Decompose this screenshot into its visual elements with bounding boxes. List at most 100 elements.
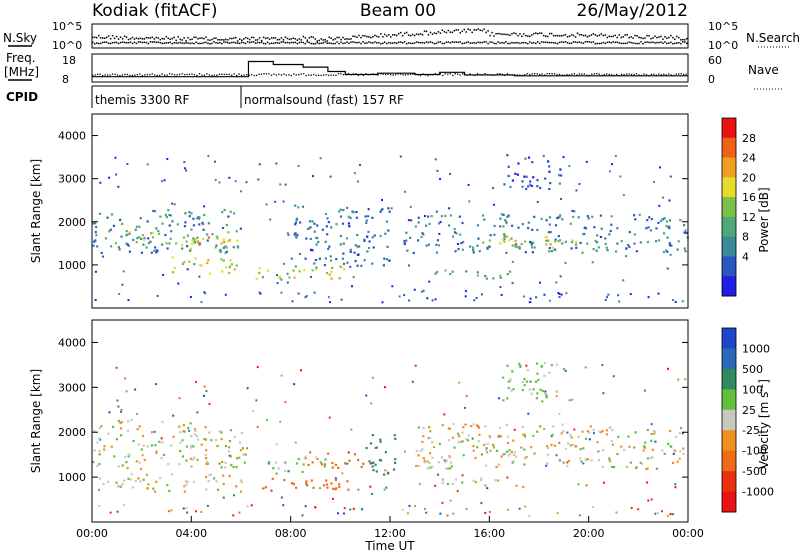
noise-point <box>103 41 106 43</box>
freq-point <box>320 74 322 77</box>
range-gate-cell <box>222 474 225 477</box>
range-gate-cell <box>179 449 182 453</box>
range-gate-cell <box>502 399 505 402</box>
noise-point <box>666 42 668 45</box>
noise-point <box>175 42 177 44</box>
range-gate-cell <box>429 430 432 433</box>
range-gate-cell <box>176 223 179 226</box>
range-gate-cell <box>584 227 588 230</box>
noise-point <box>143 41 146 44</box>
range-gate-cell <box>264 486 267 489</box>
scatter-cell <box>406 512 409 515</box>
range-gate-cell <box>189 247 192 250</box>
range-gate-cell <box>667 442 670 445</box>
noise-point <box>642 42 644 45</box>
range-gate-cell <box>197 241 200 245</box>
scatter-cell <box>204 292 207 295</box>
range-gate-cell <box>239 227 243 230</box>
noise-point <box>199 37 201 40</box>
noise-point <box>181 42 183 44</box>
range-gate-cell <box>489 436 492 439</box>
range-gate-cell <box>616 452 619 456</box>
freq-point <box>566 73 568 76</box>
range-gate-cell <box>351 210 354 213</box>
range-gate-cell <box>207 236 210 239</box>
noise-point <box>648 35 650 37</box>
noise-point <box>439 32 442 34</box>
range-gate-cell <box>417 216 420 219</box>
range-gate-cell <box>405 239 408 242</box>
scatter-cell <box>423 215 426 218</box>
noise-point <box>628 36 630 39</box>
freq-point <box>683 73 685 76</box>
range-gate-cell <box>241 453 245 456</box>
scatter-cell <box>452 423 455 426</box>
scatter-cell <box>265 419 268 422</box>
noise-point <box>366 35 368 38</box>
scatter-cell <box>246 447 249 450</box>
range-gate-cell <box>521 380 524 383</box>
range-gate-cell <box>223 208 226 212</box>
range-gate-cell <box>494 479 497 482</box>
noise-point <box>449 42 452 44</box>
range-gate-cell <box>194 429 197 432</box>
noise-point <box>147 37 150 39</box>
range-gate-cell <box>225 223 228 227</box>
range-gate-cell <box>484 464 488 467</box>
noise-left-tick-low: 10^0 <box>52 39 82 52</box>
noise-point <box>405 31 408 34</box>
scatter-cell <box>301 514 304 517</box>
freq-point <box>144 74 146 76</box>
freq-point <box>141 74 143 77</box>
scatter-cell <box>414 364 417 367</box>
freq-point <box>635 73 638 75</box>
range-gate-cell <box>206 233 209 236</box>
range-gate-cell <box>438 222 441 225</box>
scatter-cell <box>465 508 468 511</box>
range-gate-cell <box>309 226 312 229</box>
scatter-cell <box>439 221 442 224</box>
scatter-cell <box>441 501 444 504</box>
noise-point <box>572 34 575 37</box>
noise-point <box>346 41 348 43</box>
scatter-cell <box>555 395 558 398</box>
range-gate-cell <box>284 461 287 464</box>
range-gate-cell <box>354 259 357 263</box>
scatter-cell <box>340 298 343 301</box>
noise-point <box>535 42 537 45</box>
range-gate-cell <box>447 427 450 430</box>
scatter-cell <box>612 375 615 378</box>
range-gate-cell <box>96 441 99 444</box>
noise-point <box>527 42 529 45</box>
range-gate-cell <box>536 392 539 395</box>
range-gate-cell <box>626 243 630 247</box>
scatter-cell <box>347 451 350 454</box>
scatter-cell <box>177 282 180 285</box>
range-gate-cell <box>309 451 312 454</box>
range-gate-cell <box>481 214 485 217</box>
range-gate-cell <box>92 244 95 247</box>
range-gate-cell <box>146 487 149 490</box>
range-gate-cell <box>287 470 290 473</box>
range-gate-cell <box>203 213 206 217</box>
range-gate-cell <box>558 458 561 461</box>
scatter-cell <box>94 298 97 301</box>
range-gate-cell <box>229 429 233 432</box>
colorbar-tick-label: 25 <box>742 404 756 417</box>
freq-point <box>591 73 593 75</box>
noise-point <box>302 35 305 38</box>
freq-point <box>151 73 153 75</box>
noise-point <box>548 32 551 35</box>
range-gate-cell <box>170 230 173 233</box>
range-gate-cell <box>427 436 430 440</box>
noise-point <box>433 32 436 34</box>
range-gate-cell <box>106 216 109 219</box>
range-gate-cell <box>220 466 223 469</box>
noise-point <box>616 36 618 39</box>
scatter-cell <box>120 410 123 413</box>
range-gate-cell <box>192 224 196 227</box>
range-gate-cell <box>305 482 308 485</box>
range-gate-cell <box>341 257 344 260</box>
range-gate-cell <box>369 442 373 445</box>
